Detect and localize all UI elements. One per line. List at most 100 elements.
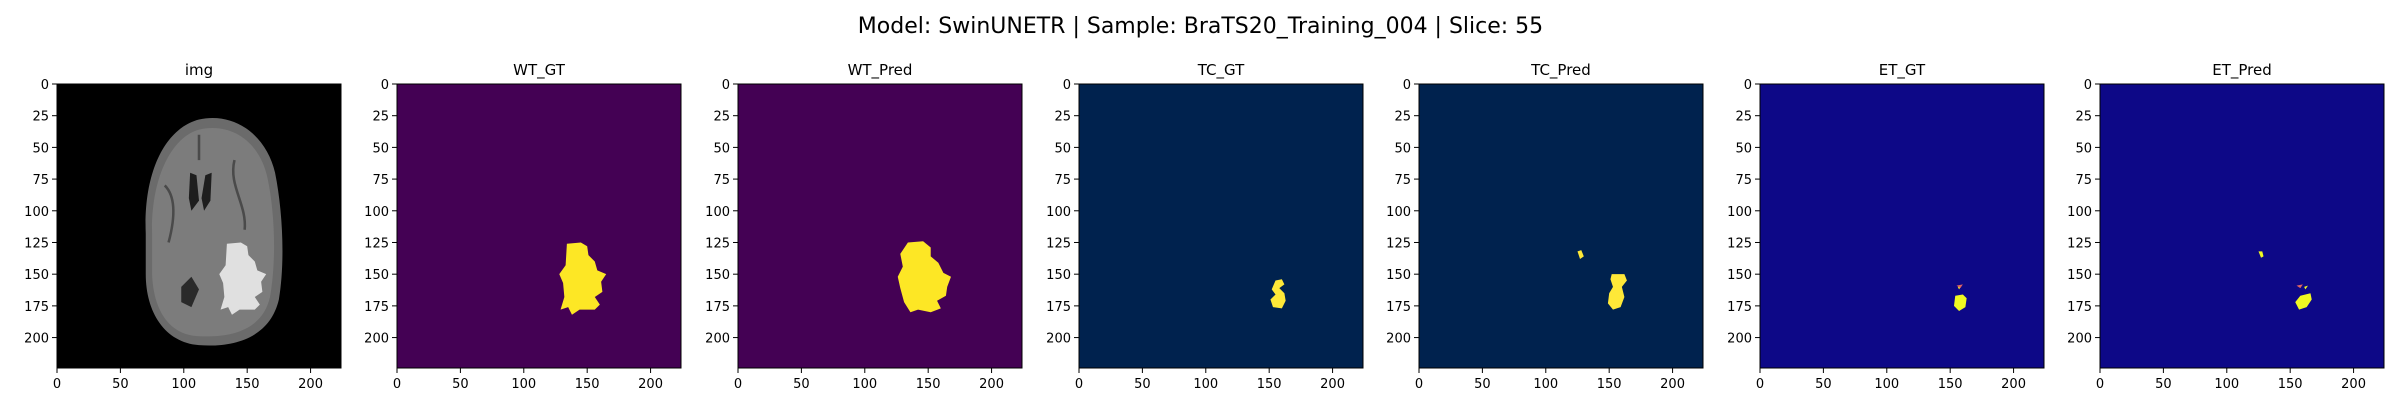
axes-frame — [56, 83, 342, 369]
segmentation-region — [1270, 279, 1286, 309]
image-background — [1079, 84, 1363, 368]
x-tick-label: 0 — [1415, 377, 1423, 392]
x-tick-label: 100 — [1533, 377, 1558, 392]
panel-title: ET_GT — [1879, 61, 1926, 80]
posterior-ventricle — [181, 276, 199, 308]
x-tick-label: 150 — [235, 377, 260, 392]
y-tick-label: 75 — [32, 173, 49, 188]
y-tick-label: 75 — [372, 173, 389, 188]
segmentation-region — [559, 242, 607, 315]
panel-wt-gt: WT_GT 0 50 100 150 200 0 25 50 75 100 125 150 175 200 — [364, 61, 682, 392]
y-tick-label: 75 — [1735, 173, 1752, 188]
x-tick-label: 50 — [793, 377, 810, 392]
y-tick-label: 25 — [1054, 110, 1071, 125]
y-tick-label: 200 — [1046, 332, 1071, 347]
y-tick-label: 50 — [713, 141, 730, 156]
panel-title: WT_Pred — [848, 61, 913, 80]
y-tick-label: 125 — [2067, 236, 2092, 251]
ventricle-right — [201, 172, 212, 211]
image-content — [1270, 279, 1286, 309]
y-tick-label: 100 — [1727, 205, 1752, 220]
y-tick-label: 200 — [364, 332, 389, 347]
y-tick-label: 100 — [705, 205, 730, 220]
image-content — [1953, 284, 1967, 311]
y-tick-label: 150 — [24, 268, 49, 283]
segmentation-region — [2258, 251, 2264, 258]
x-tick-label: 0 — [734, 377, 742, 392]
x-tick-label: 150 — [1257, 377, 1282, 392]
y-tick-label: 125 — [24, 236, 49, 251]
y-tick-label: 100 — [364, 205, 389, 220]
y-tick-label: 150 — [364, 268, 389, 283]
x-tick-label: 200 — [298, 377, 323, 392]
y-tick-label: 200 — [705, 332, 730, 347]
y-tick-label: 0 — [722, 78, 730, 93]
tumor-bright-region — [219, 242, 267, 315]
y-tick-label: 75 — [713, 173, 730, 188]
x-tick-label: 100 — [2214, 377, 2239, 392]
x-tick-label: 200 — [2001, 377, 2026, 392]
image-background — [397, 84, 681, 368]
panel-title: img — [185, 61, 213, 79]
segmentation-region — [1577, 250, 1584, 259]
y-tick-label: 25 — [1735, 110, 1752, 125]
y-tick-label: 100 — [1046, 205, 1071, 220]
figure-title: Model: SwinUNETR | Sample: BraTS20_Train… — [857, 14, 1544, 39]
image-content — [1577, 250, 1627, 310]
axes-frame — [737, 83, 1023, 369]
x-tick-label: 0 — [2096, 377, 2104, 392]
x-tick-label: 50 — [2155, 377, 2172, 392]
image-content — [145, 118, 283, 346]
segmentation-region — [1953, 294, 1967, 311]
x-tick-label: 0 — [393, 377, 401, 392]
x-tick-label: 150 — [1597, 377, 1622, 392]
x-tick-label: 100 — [511, 377, 536, 392]
x-tick-label: 200 — [638, 377, 663, 392]
segmentation-region — [2295, 293, 2312, 310]
x-tick-label: 100 — [852, 377, 877, 392]
y-tick-label: 0 — [41, 78, 49, 93]
image-content — [559, 242, 607, 315]
panel-title: TC_Pred — [1530, 61, 1591, 80]
x-tick-label: 200 — [2341, 377, 2366, 392]
ventricle-left — [188, 172, 199, 211]
y-tick-label: 125 — [705, 236, 730, 251]
y-tick-label: 25 — [1394, 110, 1411, 125]
axes-frame — [1078, 83, 1364, 369]
y-tick-label: 50 — [2075, 141, 2092, 156]
x-tick-label: 0 — [1075, 377, 1083, 392]
x-tick-label: 150 — [1938, 377, 1963, 392]
axes-frame — [396, 83, 682, 369]
x-tick-label: 0 — [53, 377, 61, 392]
y-tick-label: 0 — [2084, 78, 2092, 93]
y-tick-label: 175 — [705, 300, 730, 315]
y-tick-label: 25 — [713, 110, 730, 125]
image-background — [1419, 84, 1703, 368]
image-background — [738, 84, 1022, 368]
y-tick-label: 150 — [1046, 268, 1071, 283]
x-tick-label: 50 — [452, 377, 469, 392]
y-tick-label: 25 — [32, 110, 49, 125]
y-tick-label: 50 — [372, 141, 389, 156]
x-tick-label: 0 — [1756, 377, 1764, 392]
x-tick-label: 150 — [575, 377, 600, 392]
y-tick-label: 125 — [364, 236, 389, 251]
y-tick-label: 125 — [1046, 236, 1071, 251]
panel-et-pred: ET_Pred 0 50 100 150 200 0 25 50 75 100 125 150 175 20… — [2067, 61, 2385, 392]
y-tick-label: 200 — [24, 332, 49, 347]
x-tick-label: 50 — [112, 377, 129, 392]
y-tick-label: 175 — [2067, 300, 2092, 315]
y-tick-label: 50 — [1394, 141, 1411, 156]
y-tick-label: 75 — [1054, 173, 1071, 188]
y-tick-label: 0 — [1744, 78, 1752, 93]
image-background — [1760, 84, 2044, 368]
y-tick-label: 175 — [1727, 300, 1752, 315]
y-tick-label: 100 — [2067, 205, 2092, 220]
y-tick-label: 100 — [24, 205, 49, 220]
axes-frame — [2099, 83, 2385, 369]
x-tick-label: 100 — [171, 377, 196, 392]
segmentation-region — [897, 241, 951, 313]
y-tick-label: 150 — [1727, 268, 1752, 283]
y-tick-label: 175 — [24, 300, 49, 315]
